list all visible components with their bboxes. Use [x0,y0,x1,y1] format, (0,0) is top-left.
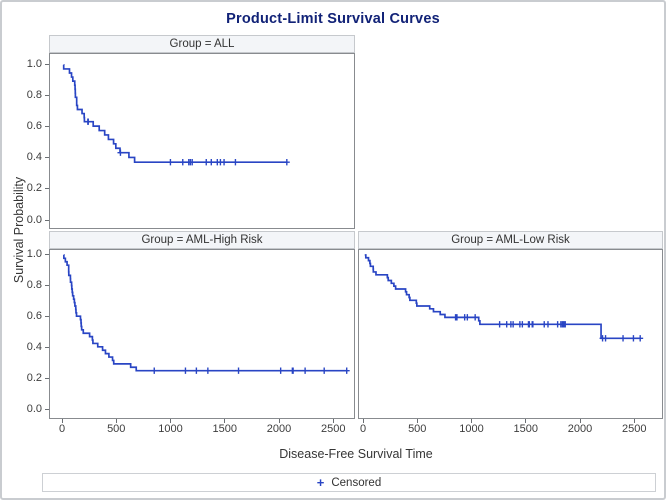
x-tick-label: 0 [359,423,367,435]
y-tick [45,188,49,190]
x-tick-label: 0 [58,423,66,435]
x-tick-label: 1000 [459,423,484,435]
y-tick-label: 1.0 [26,247,42,260]
y-tick [45,125,49,127]
x-tick [471,419,472,423]
x-tick-label: 500 [107,423,126,435]
y-tick [45,315,49,317]
x-tick-label: 1500 [513,423,538,435]
censor-marks [151,367,350,374]
x-tick [170,419,171,423]
survival-step-curve [63,254,347,372]
censor-marks [84,118,290,166]
km-plot-group-all [49,53,355,229]
y-tick-label: 0.2 [26,182,42,195]
x-tick [525,419,527,423]
x-tick [579,419,581,423]
y-tick [45,157,49,159]
x-tick [115,419,117,423]
y-tick [45,63,49,65]
x-tick [224,419,226,423]
y-tick-label: 0.8 [26,278,42,291]
x-tick [332,419,334,423]
x-tick-label: 500 [408,423,427,435]
y-tick [45,94,49,96]
x-tick-label: 2500 [321,423,346,435]
y-tick-label: 1.0 [26,57,42,70]
x-tick-label: 1000 [158,423,183,435]
x-tick [61,419,63,423]
y-tick [45,377,49,379]
figure-title: Product-Limit Survival Curves [226,11,440,27]
y-tick [45,253,49,255]
x-axis-label: Disease-Free Survival Time [279,447,433,461]
y-tick-label: 0.2 [26,371,42,384]
censor-marks [452,314,644,342]
y-tick-label: 0.6 [26,309,42,322]
survival-step-curve [364,254,641,340]
legend-censored-label: Censored [331,476,382,489]
y-tick [45,219,49,221]
panel-header-aml-low-risk: Group = AML-Low Risk [358,231,663,249]
y-tick-label: 0.0 [26,213,42,226]
survival-step-curve [62,64,287,164]
y-tick [45,346,49,348]
panel-header-all-label: Group = ALL [169,38,235,50]
x-tick-label: 2000 [567,423,593,435]
legend: + Censored [42,473,656,492]
x-tick [362,419,364,423]
y-tick-label: 0.4 [26,151,42,164]
x-tick [416,419,418,423]
y-tick-label: 0.8 [26,88,42,101]
y-tick [45,284,49,286]
y-tick-label: 0.0 [26,402,42,415]
y-tick [45,408,49,410]
panel-header-aml-low-risk-label: Group = AML-Low Risk [451,234,570,246]
y-tick-label: 0.4 [26,340,42,353]
censored-marker-icon: + [316,475,325,490]
panel-header-aml-high-risk: Group = AML-High Risk [49,231,355,249]
x-tick [633,419,635,423]
km-plot-group-aml-high-risk [49,249,355,419]
panel-header-all: Group = ALL [49,35,355,53]
x-tick-label: 2500 [622,423,647,435]
km-plot-group-aml-low-risk [358,249,663,419]
x-tick-label: 1500 [212,423,237,435]
panel-header-aml-high-risk-label: Group = AML-High Risk [141,234,263,246]
x-tick [278,419,280,423]
y-tick-label: 0.6 [26,119,42,132]
x-tick-label: 2000 [266,423,292,435]
